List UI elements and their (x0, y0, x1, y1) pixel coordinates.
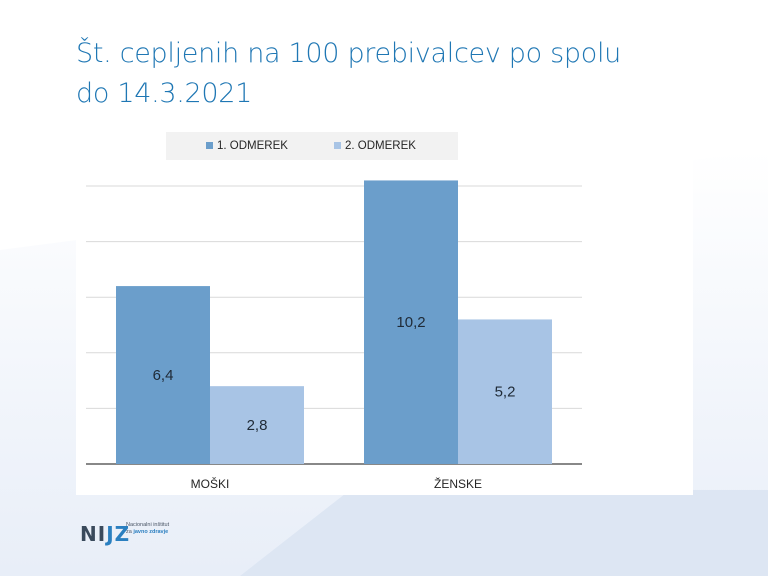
data-label: 10,2 (396, 314, 425, 331)
logo-mark-jz: JZ (106, 522, 131, 546)
data-label: 6,4 (153, 367, 174, 384)
logo-text: Nacionalni inštitut za javno zdravje (126, 522, 206, 536)
title-line-2: do 14.3.2021 (76, 78, 253, 109)
logo-text-accent: javno zdravje (133, 529, 169, 535)
logo-text-line-2: za javno zdravje (126, 529, 206, 536)
legend-swatch (334, 142, 341, 149)
logo-mark-ni: NI (80, 522, 107, 546)
legend-label: 1. ODMEREK (217, 140, 288, 152)
legend-swatch (206, 142, 213, 149)
data-label: 2,8 (247, 417, 268, 434)
legend: 1. ODMEREK 2. ODMEREK (206, 140, 416, 152)
logo-text-prefix: za (126, 529, 134, 535)
legend-background (166, 132, 458, 160)
bar-2-1 (210, 386, 304, 464)
x-tick-label: MOŠKI (191, 476, 230, 491)
bar-2-2 (458, 319, 552, 464)
logo-text-line-1: Nacionalni inštitut (126, 522, 170, 528)
bar-1-2 (364, 180, 458, 464)
data-labels: 6,4 2,8 10,2 5,2 (153, 314, 516, 434)
chart-panel: 1. ODMEREK 2. ODMEREK 6,4 2,8 10,2 5,2 MOŠKI… (76, 128, 693, 495)
nijz-logo: NIJZ Nacionalni inštitut za javno zdravj… (80, 518, 200, 548)
x-tick-label: ŽENSKE (434, 476, 482, 491)
bar-1-1 (116, 286, 210, 464)
data-label: 5,2 (495, 384, 516, 401)
legend-label: 2. ODMEREK (345, 140, 416, 152)
logo-mark: NIJZ (80, 522, 130, 546)
title-line-1: Št. cepljenih na 100 prebivalcev po spol… (76, 38, 621, 69)
bar-chart: 1. ODMEREK 2. ODMEREK 6,4 2,8 10,2 5,2 MOŠKI… (86, 132, 582, 491)
x-axis: MOŠKI ŽENSKE (191, 476, 482, 491)
bars (116, 180, 552, 464)
page-title: Št. cepljenih na 100 prebivalcev po spol… (76, 34, 716, 114)
